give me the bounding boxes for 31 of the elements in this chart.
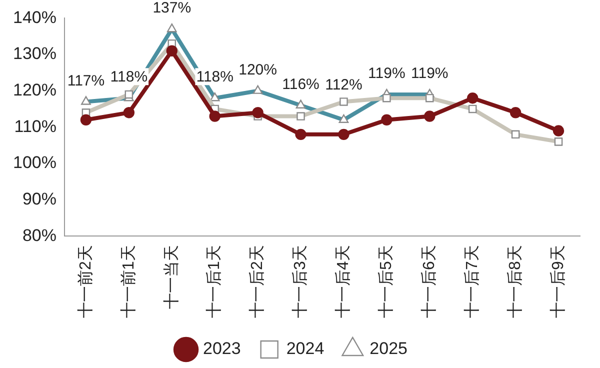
x-tick-label: 十一当天 bbox=[162, 245, 180, 310]
x-tick-label: 十一后6天 bbox=[420, 245, 438, 318]
y-tick-label: 90% bbox=[22, 189, 56, 208]
data-label: 119% bbox=[411, 65, 448, 82]
legend-label: 2024 bbox=[286, 339, 324, 358]
x-tick-label: 十一后9天 bbox=[548, 245, 567, 318]
x-tick-label: 十一后2天 bbox=[248, 245, 266, 318]
x-tick-label: 十一前1天 bbox=[119, 245, 138, 318]
x-tick-label: 十一后5天 bbox=[377, 245, 396, 318]
data-label: 137% bbox=[152, 0, 192, 17]
y-tick-label: 80% bbox=[22, 226, 56, 245]
x-tick-label: 十一前2天 bbox=[76, 245, 94, 318]
x-tick-label: 十一后8天 bbox=[506, 245, 524, 318]
data-label: 116% bbox=[282, 76, 320, 93]
data-label: 120% bbox=[238, 61, 277, 78]
data-label: 118% bbox=[196, 68, 234, 86]
y-tick-label: 110% bbox=[14, 116, 56, 136]
data-label: 117% bbox=[67, 72, 105, 90]
x-tick-label: 十一后1天 bbox=[205, 245, 224, 318]
legend-label: 2025 bbox=[370, 339, 408, 358]
x-tick-label: 十一后3天 bbox=[291, 245, 310, 318]
data-label: 119% bbox=[368, 65, 406, 82]
y-tick-label: 120% bbox=[12, 80, 56, 100]
data-label: 118% bbox=[110, 68, 148, 86]
y-tick-label: 140% bbox=[12, 8, 56, 27]
y-tick-label: 130% bbox=[12, 44, 56, 64]
data-label: 112% bbox=[325, 76, 362, 94]
legend-label: 2023 bbox=[203, 339, 241, 358]
y-tick-label: 100% bbox=[12, 153, 56, 172]
x-tick-label: 十一后4天 bbox=[334, 245, 352, 318]
x-tick-label: 十一后7天 bbox=[463, 245, 482, 318]
